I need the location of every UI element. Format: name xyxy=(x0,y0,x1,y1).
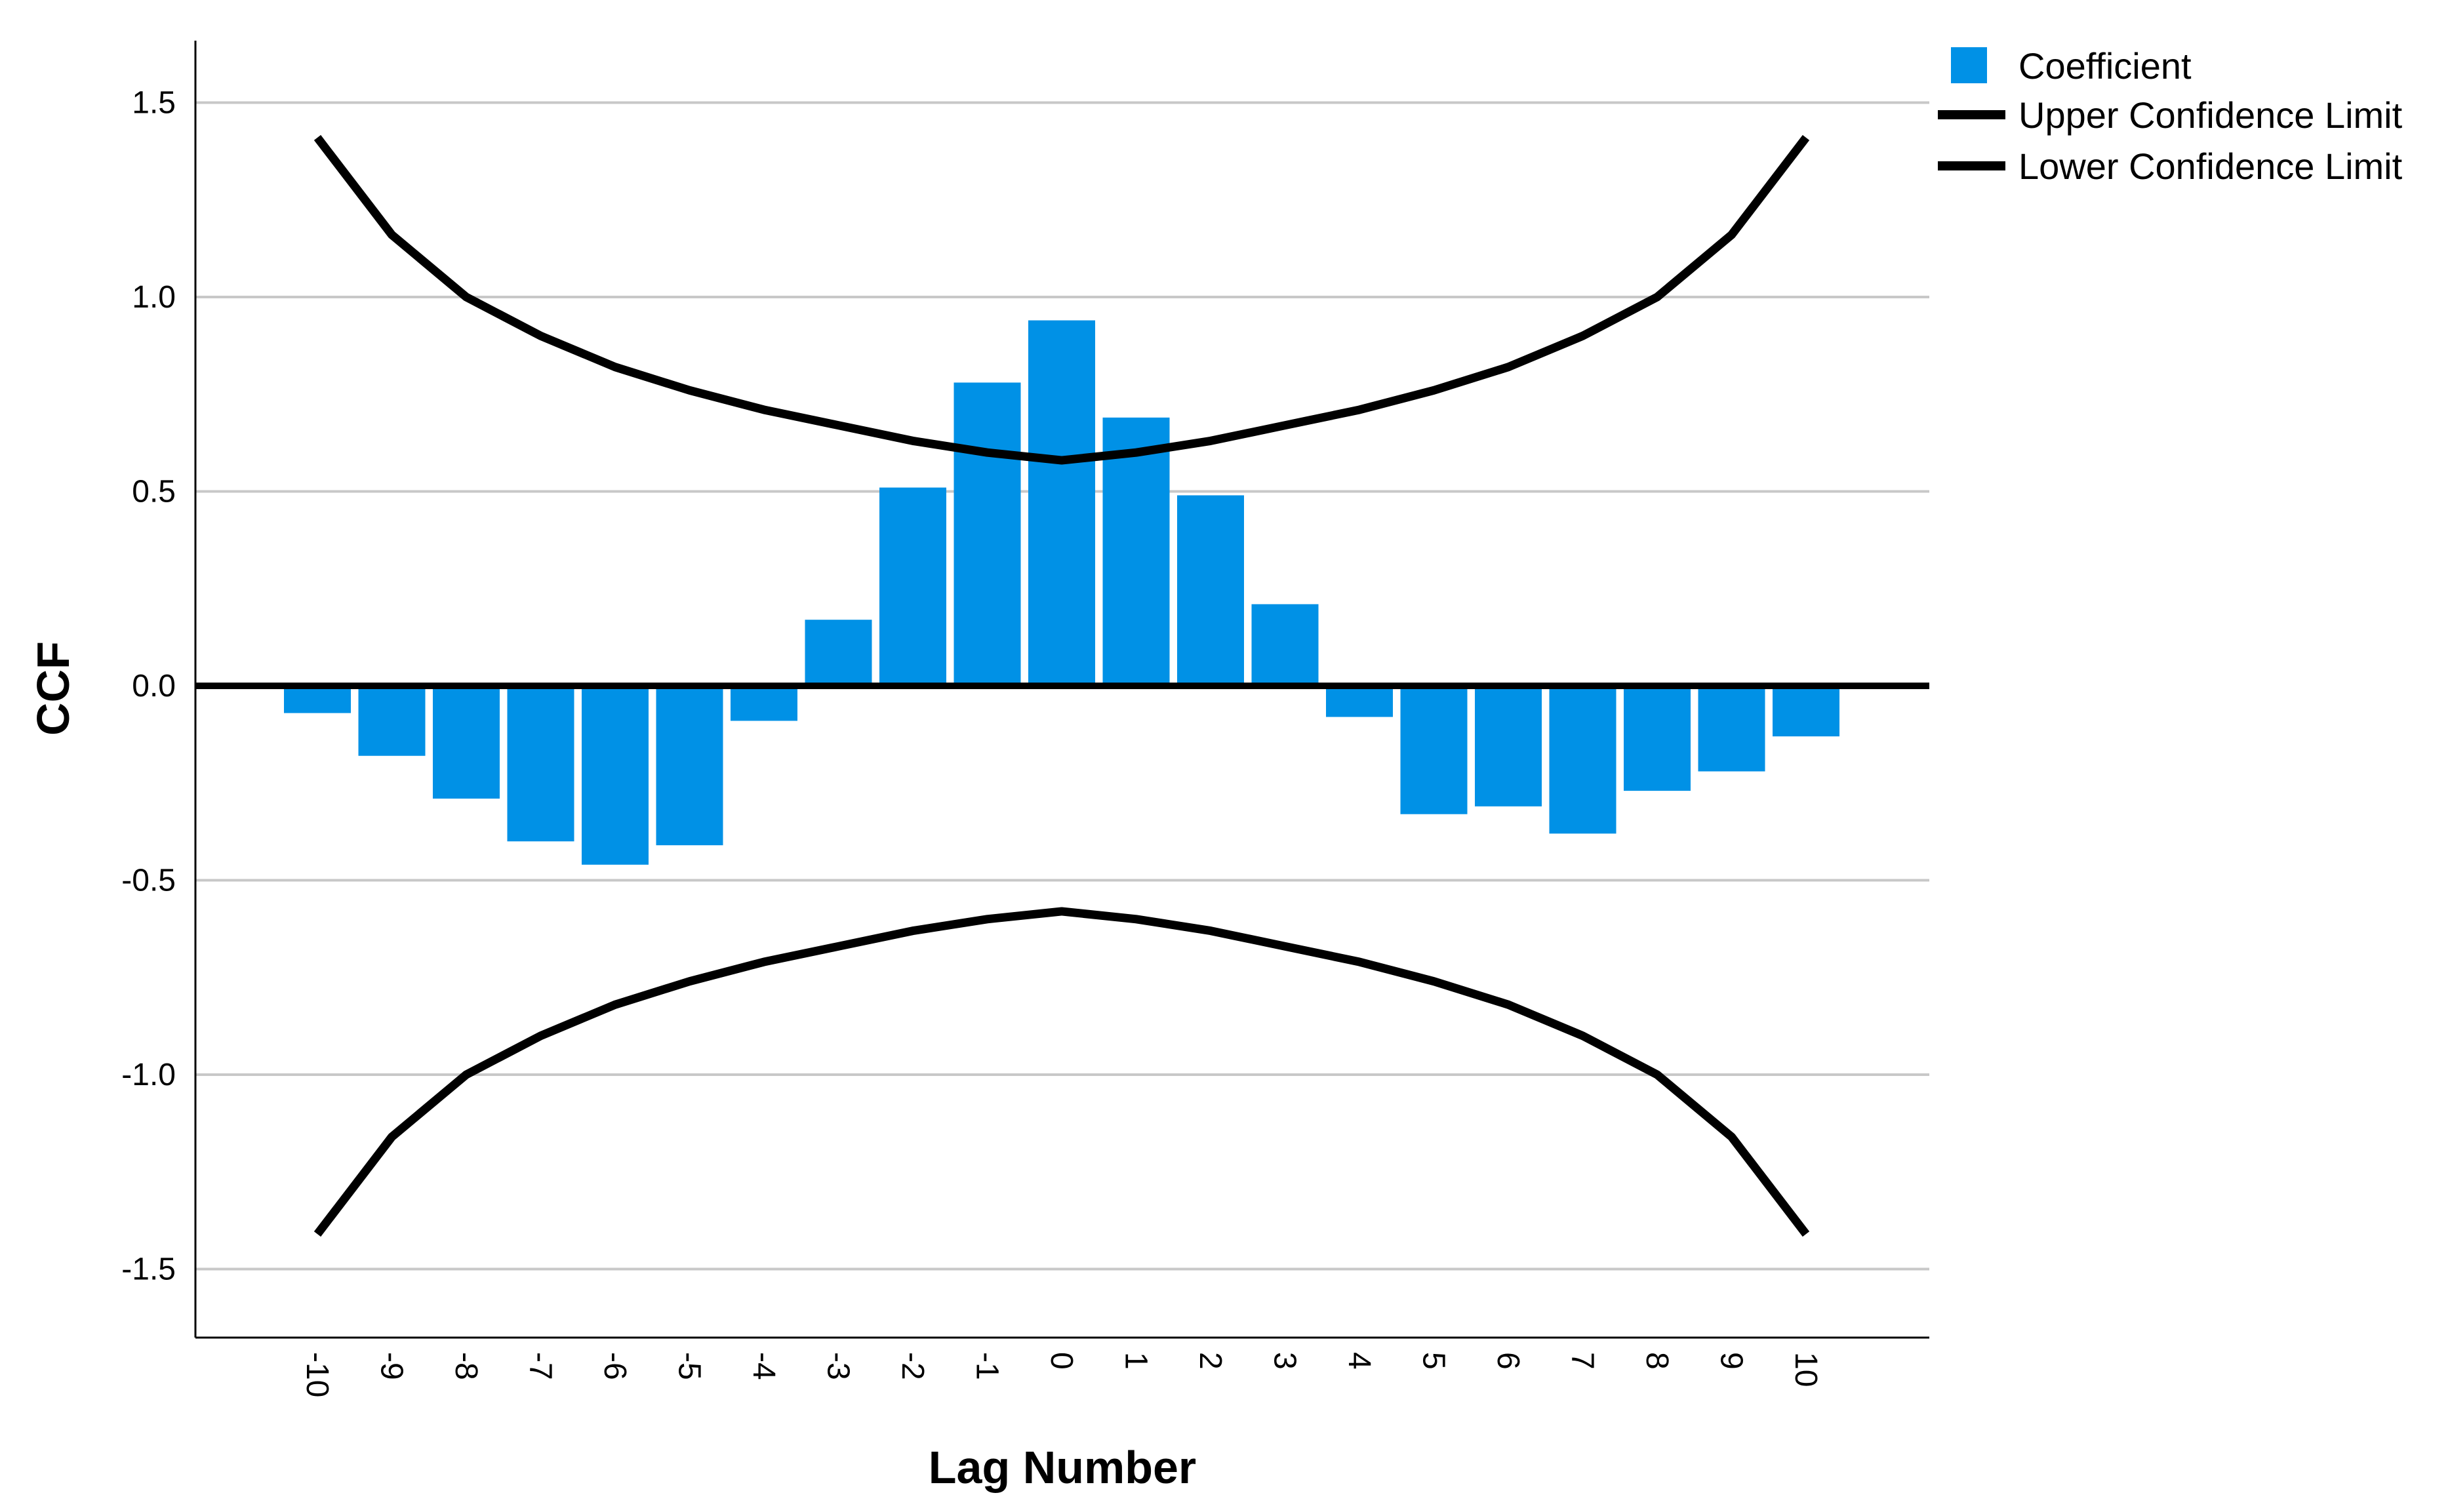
legend-label-lower-limit: Lower Confidence Limit xyxy=(2018,146,2403,187)
bar-lag--9 xyxy=(358,686,426,756)
bar-lag-10 xyxy=(1773,686,1839,737)
bar-lag--6 xyxy=(582,686,649,865)
x-tick-label-2: 2 xyxy=(1193,1352,1228,1370)
x-axis-title: Lag Number xyxy=(929,1442,1196,1493)
bar-lag--8 xyxy=(433,686,500,799)
x-tick-label--4: -4 xyxy=(746,1352,781,1380)
bar-lag-6 xyxy=(1475,686,1542,806)
y-axis-title: CCF xyxy=(28,641,79,736)
bar-lag--7 xyxy=(507,686,574,842)
y-tick-labels: 1.5 1.0 0.5 0.0 -0.5 -1.0 -1.5 xyxy=(121,86,176,1287)
legend: Coefficient Upper Confidence Limit Lower… xyxy=(1938,45,2403,187)
y-tick-label-5: -1.0 xyxy=(121,1058,176,1092)
bar-lag-7 xyxy=(1549,686,1617,834)
bar-lag--3 xyxy=(805,620,872,686)
bar-lag-1 xyxy=(1102,417,1170,686)
y-tick-label-0: 1.5 xyxy=(132,86,176,121)
x-tick-label--2: -2 xyxy=(895,1352,930,1380)
bar-lag--10 xyxy=(284,686,351,713)
bar-lag-0 xyxy=(1028,320,1095,686)
axes xyxy=(194,41,1929,1339)
x-tick-label-3: 3 xyxy=(1268,1352,1302,1370)
bar-lag-4 xyxy=(1326,686,1393,717)
y-tick-label-6: -1.5 xyxy=(121,1252,176,1287)
x-tick-label--3: -3 xyxy=(821,1352,856,1380)
legend-label-upper-limit: Upper Confidence Limit xyxy=(2018,94,2403,136)
legend-label-coefficient: Coefficient xyxy=(2018,45,2192,87)
bar-lag-2 xyxy=(1177,495,1244,686)
bar-lag--1 xyxy=(954,382,1021,686)
x-tick-labels: -10 -9 -8 -7 -6 -5 -4 -3 -2 -1 0 1 2 3 4 5 6 7 8 9 10 xyxy=(300,1352,1823,1397)
lower-confidence-line xyxy=(313,907,1810,1237)
x-tick-label--10: -10 xyxy=(300,1352,334,1397)
legend-swatch-coefficient xyxy=(1951,47,1987,83)
bar-lag--4 xyxy=(731,686,797,721)
y-tick-label-2: 0.5 xyxy=(132,475,176,509)
y-tick-label-4: -0.5 xyxy=(121,864,176,898)
coefficient-bars xyxy=(284,320,1839,865)
x-tick-label-0: 0 xyxy=(1044,1352,1079,1370)
x-tick-label--9: -9 xyxy=(374,1352,409,1380)
x-tick-label--7: -7 xyxy=(523,1352,558,1380)
x-tick-label-4: 4 xyxy=(1342,1352,1376,1370)
x-tick-label-10: 10 xyxy=(1788,1352,1823,1387)
x-tick-label-6: 6 xyxy=(1491,1352,1525,1370)
x-tick-label-9: 9 xyxy=(1714,1352,1749,1370)
x-tick-label-7: 7 xyxy=(1565,1352,1600,1370)
bar-lag-5 xyxy=(1400,686,1468,814)
upper-confidence-line xyxy=(313,134,1810,465)
x-tick-label-1: 1 xyxy=(1119,1352,1154,1370)
y-tick-label-1: 1.0 xyxy=(132,280,176,315)
y-tick-label-3: 0.0 xyxy=(132,669,176,704)
x-tick-label-8: 8 xyxy=(1639,1352,1674,1370)
x-tick-label-5: 5 xyxy=(1416,1352,1451,1370)
x-tick-label--8: -8 xyxy=(449,1352,483,1380)
bar-lag-3 xyxy=(1251,604,1319,686)
confidence-lines xyxy=(313,134,1810,1237)
bar-lag--2 xyxy=(879,487,946,686)
bar-lag-8 xyxy=(1624,686,1691,791)
bar-lag--5 xyxy=(656,686,723,846)
x-tick-label--6: -6 xyxy=(597,1352,632,1380)
x-tick-label--1: -1 xyxy=(970,1352,1005,1380)
x-tick-label--5: -5 xyxy=(672,1352,707,1380)
bar-lag-9 xyxy=(1698,686,1765,772)
